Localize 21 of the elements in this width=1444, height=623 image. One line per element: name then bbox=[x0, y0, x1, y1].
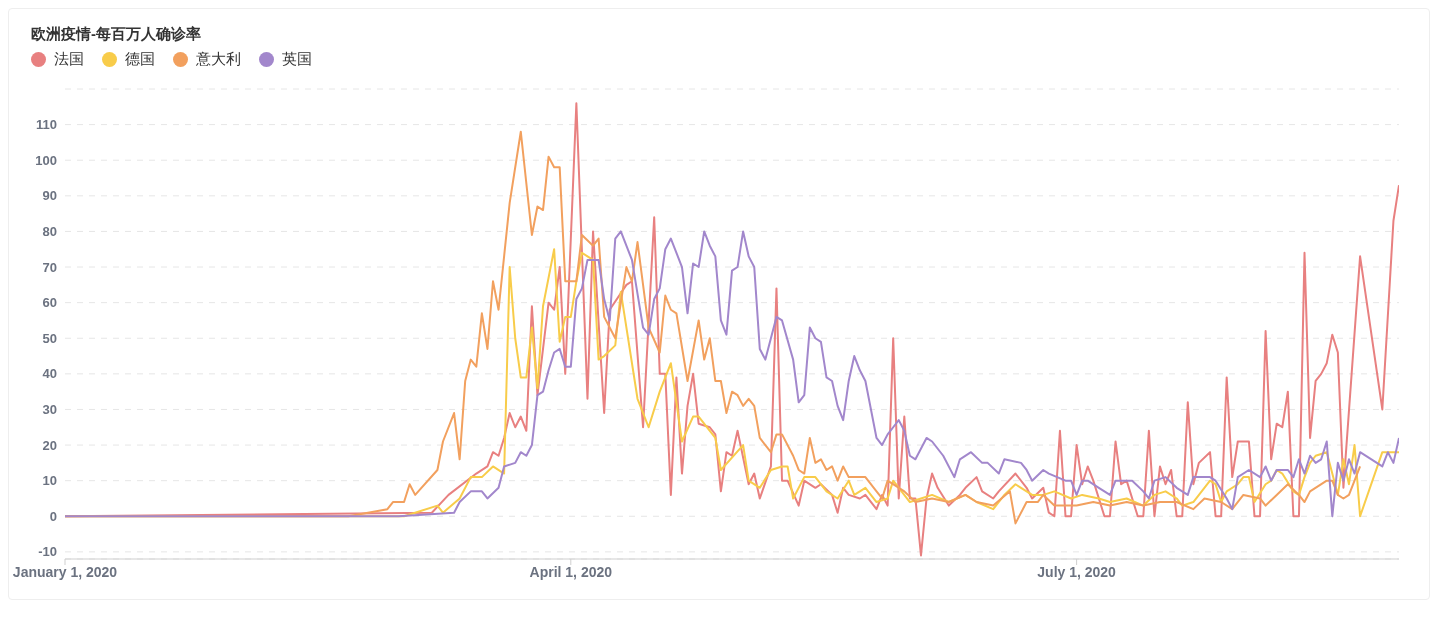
y-tick-label: 70 bbox=[42, 259, 57, 275]
y-tick-label: 110 bbox=[36, 117, 57, 133]
legend-label: 法国 bbox=[53, 50, 84, 69]
y-tick-label: 30 bbox=[42, 402, 57, 418]
y-tick-label: 0 bbox=[49, 508, 57, 524]
chart-title: 欧洲疫情-每百万人确诊率 bbox=[30, 24, 202, 44]
x-tick-label: July 1, 2020 bbox=[1037, 563, 1117, 580]
y-tick-label: 90 bbox=[42, 188, 57, 204]
legend-label: 德国 bbox=[124, 50, 155, 69]
y-tick-label: 20 bbox=[42, 437, 57, 453]
y-tick-label: 80 bbox=[42, 224, 57, 240]
x-tick-label: April 1, 2020 bbox=[529, 563, 613, 580]
y-tick-label: 50 bbox=[42, 330, 57, 346]
y-tick-label: 10 bbox=[42, 473, 57, 489]
y-tick-label: 100 bbox=[35, 152, 57, 168]
legend-label: 英国 bbox=[281, 50, 312, 69]
x-tick-label: January 1, 2020 bbox=[12, 563, 118, 580]
y-tick-label: -10 bbox=[38, 544, 57, 560]
y-tick-label: 60 bbox=[42, 295, 57, 311]
legend-label: 意大利 bbox=[195, 50, 241, 69]
y-tick-label: 40 bbox=[42, 366, 57, 382]
